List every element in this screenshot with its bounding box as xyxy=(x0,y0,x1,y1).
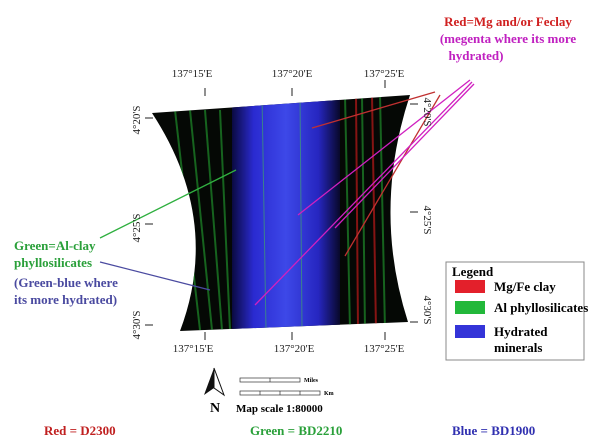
lon-label: 137°25'E xyxy=(364,68,405,80)
annotation-line: hydrated) xyxy=(449,48,504,63)
annotation-line: (megenta where its more xyxy=(440,31,577,46)
lat-label: 4°30'S xyxy=(131,311,143,340)
legend-label: Mg/Fe clay xyxy=(494,279,556,294)
miles-label: Miles xyxy=(304,378,319,384)
band-label: Red = D2300 xyxy=(44,423,116,438)
lon-label: 137°15'E xyxy=(172,68,213,80)
annotation-line: Green=Al-clay xyxy=(14,238,96,253)
lat-label: 4°25'S xyxy=(131,214,143,243)
annotation-line: phyllosilicates xyxy=(14,255,92,270)
legend-swatch xyxy=(455,301,485,314)
annotation-line: its more hydrated) xyxy=(14,292,117,307)
legend-label: Al phyllosilicates xyxy=(494,300,588,315)
lon-label: 137°20'E xyxy=(272,68,313,80)
lon-label: 137°20'E xyxy=(274,343,315,355)
lat-label: 4°30'S xyxy=(421,296,433,325)
annotation-line: (Green-blue where xyxy=(14,275,118,290)
map-figure: 137°15'E 137°20'E 137°25'E 137°15'E 137°… xyxy=(0,0,590,448)
mg-fe-annotation: Red=Mg and/or Feclay (megenta where its … xyxy=(440,14,577,63)
al-clay-annotation: Green=Al-clay phyllosilicates (Green-blu… xyxy=(14,238,118,307)
lat-label: 4°20'S xyxy=(421,98,433,127)
scale-text: Map scale 1:80000 xyxy=(236,403,323,415)
band-label: Green = BD2210 xyxy=(250,423,342,438)
lat-label: 4°20'S xyxy=(131,106,143,135)
annotation-line: Red=Mg and/or Feclay xyxy=(444,14,572,29)
lat-label: 4°25'S xyxy=(421,206,433,235)
scale-bar: Miles Km Map scale 1:80000 xyxy=(236,378,334,415)
north-arrow: N xyxy=(204,368,224,416)
legend-swatch xyxy=(455,325,485,338)
lon-label: 137°25'E xyxy=(364,343,405,355)
km-label: Km xyxy=(324,391,334,397)
legend-swatch xyxy=(455,280,485,293)
satellite-image xyxy=(152,90,410,340)
legend-title: Legend xyxy=(452,264,494,279)
lon-label: 137°15'E xyxy=(173,343,214,355)
band-labels: Red = D2300 Green = BD2210 Blue = BD1900 xyxy=(44,423,535,438)
north-label: N xyxy=(210,401,220,416)
legend: Legend Mg/Fe clay Al phyllosilicates Hydra… xyxy=(446,262,588,360)
band-label: Blue = BD1900 xyxy=(452,423,535,438)
